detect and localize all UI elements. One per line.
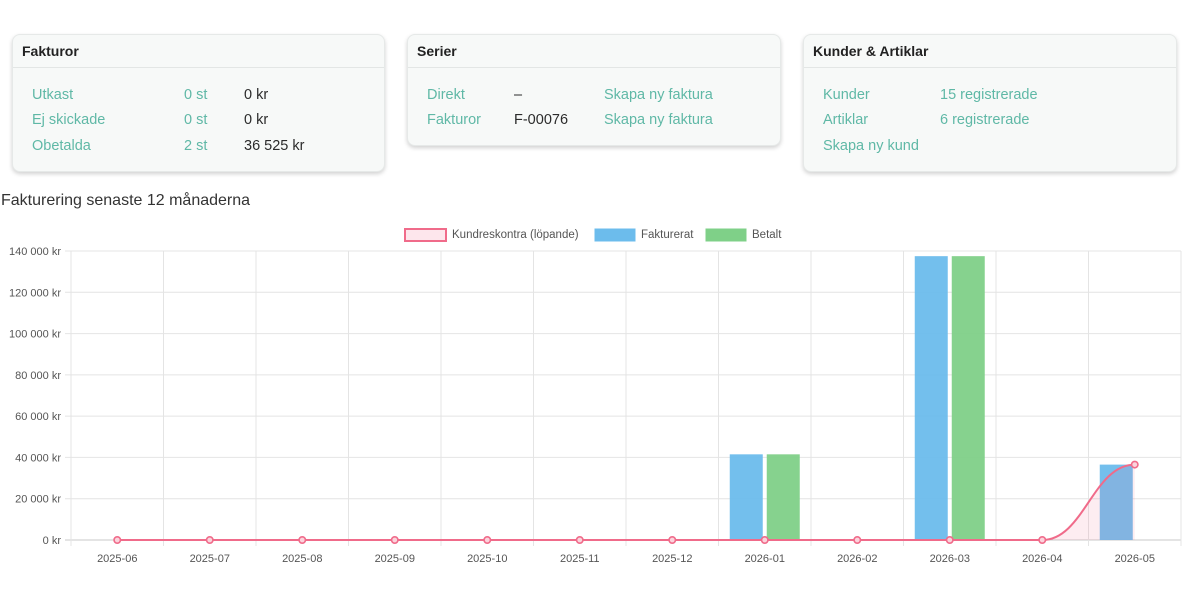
x-tick-label: 2025-06: [97, 553, 137, 565]
x-tick-label: 2026-01: [745, 553, 785, 565]
y-tick-label: 0 kr: [43, 535, 62, 547]
y-tick-label: 40 000 kr: [15, 452, 61, 464]
summary-cards: Fakturor Utkast 0 st 0 kr Ej skickade 0 …: [0, 34, 1192, 174]
line-point: [113, 535, 122, 544]
x-tick-label: 2025-10: [467, 553, 507, 565]
line-point: [853, 535, 862, 544]
y-tick-label: 120 000 kr: [9, 287, 61, 299]
x-tick-label: 2025-11: [560, 553, 600, 565]
serie-fakturor-label[interactable]: Fakturor: [427, 112, 481, 128]
utkast-link[interactable]: Utkast: [32, 87, 74, 103]
y-tick-label: 100 000 kr: [9, 329, 61, 341]
x-tick-label: 2025-08: [282, 553, 322, 565]
x-tick-label: 2026-04: [1022, 553, 1062, 565]
kunder-link[interactable]: Kunder: [823, 87, 870, 103]
line-point: [575, 535, 584, 544]
kunder-artiklar-card: Kunder & Artiklar Kunder 15 registrerade…: [803, 34, 1177, 172]
line-point: [483, 535, 492, 544]
line-point: [1038, 535, 1047, 544]
bar-fakturerat: [1099, 464, 1133, 540]
fakturor-card-title: Fakturor: [13, 35, 384, 68]
utkast-amount: 0 kr: [244, 87, 269, 103]
line-point: [668, 535, 677, 544]
serie-fakturor-value: F-00076: [514, 112, 569, 128]
utkast-count[interactable]: 0 st: [184, 87, 208, 103]
x-tick-label: 2025-07: [190, 553, 230, 565]
serie-direkt-label[interactable]: Direkt: [427, 87, 465, 103]
y-tick-label: 140 000 kr: [9, 246, 61, 258]
artiklar-count[interactable]: 6 registrerade: [940, 112, 1030, 128]
bar-fakturerat: [914, 256, 948, 540]
y-tick-label: 20 000 kr: [15, 494, 61, 506]
legend-label: Betalt: [752, 229, 782, 241]
chart-bars: [729, 256, 1133, 540]
ej-skickade-count[interactable]: 0 st: [184, 112, 208, 128]
serie-direkt-create-button[interactable]: Skapa ny faktura: [604, 87, 713, 103]
line-point: [205, 535, 214, 544]
bar-betalt: [766, 454, 800, 540]
serie-fakturor-create-button[interactable]: Skapa ny faktura: [604, 112, 713, 128]
y-tick-label: 80 000 kr: [15, 370, 61, 382]
line-point: [390, 535, 399, 544]
x-tick-label: 2026-03: [930, 553, 970, 565]
serier-card-title: Serier: [408, 35, 780, 68]
line-point: [1130, 460, 1139, 469]
y-tick-label: 60 000 kr: [15, 411, 61, 423]
x-tick-label: 2026-02: [837, 553, 877, 565]
x-tick-label: 2026-05: [1115, 553, 1155, 565]
legend-swatch: [404, 228, 447, 242]
legend-label: Kundreskontra (löpande): [452, 229, 579, 241]
bar-betalt: [951, 256, 985, 540]
line-point: [760, 535, 769, 544]
obetalda-count[interactable]: 2 st: [184, 138, 208, 154]
line-point: [298, 535, 307, 544]
skapa-ny-kund-button[interactable]: Skapa ny kund: [823, 138, 919, 154]
artiklar-link[interactable]: Artiklar: [823, 112, 869, 128]
kunder-count[interactable]: 15 registrerade: [940, 87, 1038, 103]
obetalda-amount: 36 525 kr: [244, 138, 305, 154]
chart-legend: Kundreskontra (löpande) Fakturerat Betalt: [404, 228, 782, 242]
legend-label: Fakturerat: [641, 229, 694, 241]
line-point: [945, 535, 954, 544]
serier-card: Serier Direkt – Skapa ny faktura Fakturo…: [407, 34, 781, 146]
chart-line: [113, 460, 1139, 544]
chart-grid: [65, 250, 1182, 546]
billing-chart: Kundreskontra (löpande) Fakturerat Betalt …: [9, 228, 1182, 565]
obetalda-link[interactable]: Obetalda: [32, 138, 91, 154]
ej-skickade-link[interactable]: Ej skickade: [32, 112, 106, 128]
fakturor-card: Fakturor Utkast 0 st 0 kr Ej skickade 0 …: [12, 34, 385, 172]
kunder-artiklar-card-title: Kunder & Artiklar: [804, 35, 1176, 68]
legend-swatch: [594, 228, 636, 242]
legend-swatch: [705, 228, 747, 242]
x-axis: 2025-06 2025-07 2025-08 2025-09 2025-10 2025-…: [97, 553, 1155, 565]
x-tick-label: 2025-12: [652, 553, 692, 565]
serie-direkt-value: –: [514, 87, 523, 103]
x-tick-label: 2025-09: [375, 553, 415, 565]
ej-skickade-amount: 0 kr: [244, 112, 269, 128]
y-axis: 0 kr 20 000 kr 40 000 kr 60 000 kr 80 000 kr…: [9, 246, 61, 547]
bar-fakturerat: [729, 454, 763, 540]
line-kundreskontra: [117, 463, 1135, 542]
chart-title: Fakturering senaste 12 månaderna: [1, 192, 251, 209]
